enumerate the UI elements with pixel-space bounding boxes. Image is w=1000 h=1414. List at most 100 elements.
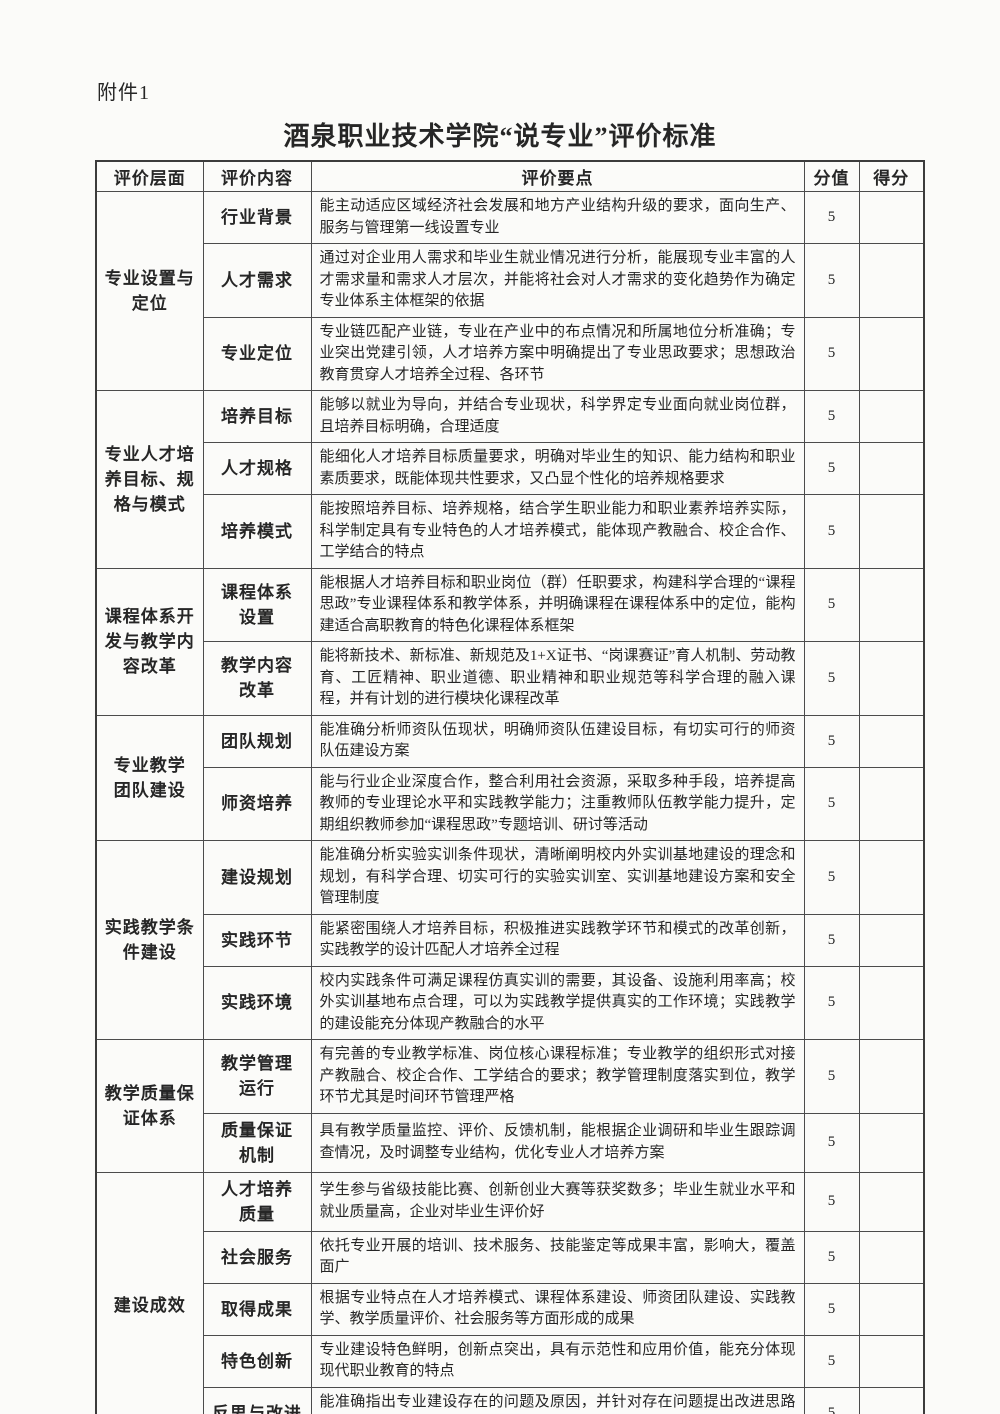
table-row: 培养模式 能按照培养目标、培养规格，结合学生职业能力和职业素养培养实际，科学制定… <box>96 494 925 569</box>
obtained-cell <box>858 1171 925 1232</box>
score-cell: 5 <box>803 965 860 1040</box>
obtained-cell <box>858 494 925 569</box>
points-cell: 能按照培养目标、培养规格，结合学生职业能力和职业素养培养实际，科学制定具有专业特… <box>310 494 805 569</box>
content-cell: 师资培养 <box>202 766 312 841</box>
attachment-label: 附件1 <box>97 82 150 104</box>
score-cell: 5 <box>803 641 860 716</box>
points-cell: 有完善的专业教学标准、岗位核心课程标准；专业教学的组织形式对接产教融合、校企合作… <box>310 1039 805 1114</box>
obtained-cell <box>858 1230 925 1284</box>
table-row: 特色创新 专业建设特色鲜明，创新点突出，具有示范性和应用价值，能充分体现现代职业… <box>96 1334 925 1388</box>
points-cell: 能细化人才培养目标质量要求，明确对毕业生的知识、能力结构和职业素质要求，既能体现… <box>310 442 805 495</box>
obtained-cell <box>858 766 925 841</box>
score-cell: 5 <box>803 390 860 443</box>
obtained-cell <box>858 840 925 915</box>
score-cell: 5 <box>803 442 860 495</box>
points-cell: 通过对企业用人需求和毕业生就业情况进行分析，能展现专业丰富的人才需求量和需求人才… <box>310 243 805 318</box>
content-cell: 行业背景 <box>202 191 312 244</box>
obtained-cell <box>858 316 925 391</box>
obtained-cell <box>858 390 925 443</box>
points-cell: 能与行业企业深度合作，整合利用社会资源，采取多种手段，培养提高教师的专业理论水平… <box>310 766 805 841</box>
points-cell: 能准确指出专业建设存在的问题及原因，并针对存在问题提出改进思路和改进举措 <box>310 1386 805 1414</box>
table-row: 教学质量保 证体系 教学管理 运行 有完善的专业教学标准、岗位核心课程标准；专业… <box>95 1039 925 1173</box>
obtained-cell <box>858 641 925 716</box>
points-cell: 依托专业开展的培训、技术服务、技能鉴定等成果丰富，影响大，覆盖面广 <box>310 1230 805 1284</box>
score-cell: 5 <box>803 567 860 642</box>
content-cell: 特色创新 <box>202 1334 312 1388</box>
score-cell: 5 <box>803 191 860 244</box>
level-cell: 教学质量保 证体系 <box>95 1039 204 1173</box>
obtained-cell <box>858 442 925 495</box>
evaluation-table: 评价层面 评价内容 评价要点 分值 得分 专业设置与 定位 行业背景 能主动适应… <box>95 160 925 1414</box>
obtained-cell <box>858 243 925 318</box>
score-cell: 5 <box>803 714 860 768</box>
content-cell: 实践环节 <box>202 913 312 967</box>
score-cell: 5 <box>803 494 860 569</box>
obtained-cell <box>858 567 925 642</box>
table-row: 实践环境 校内实践条件可满足课程仿真实训的需要，其设备、设施利用率高；校外实训基… <box>96 965 925 1040</box>
column-header-content: 评价内容 <box>202 160 312 192</box>
table-row: 课程体系开 发与教学内 容改革 课程体系 设置 能根据人才培养目标和职业岗位（群… <box>95 567 925 716</box>
obtained-cell <box>858 1334 925 1388</box>
table-row: 建设成效 人才培养 质量 学生参与省级技能比赛、创新创业大赛等获奖数多；毕业生就… <box>95 1171 925 1414</box>
level-cell: 建设成效 <box>95 1171 204 1414</box>
points-cell: 能准确分析实验实训条件现状，清晰阐明校内外实训基地建设的理念和规划，有科学合理、… <box>310 840 805 915</box>
content-cell: 团队规划 <box>202 714 312 768</box>
score-cell: 5 <box>803 766 860 841</box>
content-cell: 建设规划 <box>202 840 312 915</box>
score-cell: 5 <box>803 840 860 915</box>
column-header-score: 分值 <box>803 160 860 192</box>
level-cell: 专业教学 团队建设 <box>95 714 204 841</box>
level-cell: 专业人才培 养目标、规 格与模式 <box>95 390 204 569</box>
score-cell: 5 <box>803 1386 860 1414</box>
table-row: 实践教学条 件建设 建设规划 能准确分析实验实训条件现状，清晰阐明校内外实训基地… <box>95 840 925 1040</box>
table-row: 实践环节 能紧密围绕人才培养目标，积极推进实践教学环节和模式的改革创新，实践教学… <box>96 913 925 967</box>
table-row: 社会服务 依托专业开展的培训、技术服务、技能鉴定等成果丰富，影响大，覆盖面广 5 <box>96 1230 925 1284</box>
points-cell: 能主动适应区域经济社会发展和地方产业结构升级的要求，面向生产、服务与管理第一线设… <box>310 191 805 244</box>
points-cell: 具有教学质量监控、评价、反馈机制，能根据企业调研和毕业生跟踪调查情况，及时调整专… <box>310 1112 805 1173</box>
content-cell: 专业定位 <box>202 316 312 391</box>
content-cell: 教学管理 运行 <box>202 1039 312 1114</box>
obtained-cell <box>858 1386 925 1414</box>
points-cell: 学生参与省级技能比赛、创新创业大赛等获奖数多；毕业生就业水平和就业质量高，企业对… <box>310 1171 805 1232</box>
score-cell: 5 <box>803 1334 860 1388</box>
table-row: 人才需求 通过对企业用人需求和毕业生就业情况进行分析，能展现专业丰富的人才需求量… <box>96 243 925 318</box>
content-cell: 反思与改进 <box>202 1386 312 1414</box>
content-cell: 社会服务 <box>202 1230 312 1284</box>
score-cell: 5 <box>803 243 860 318</box>
score-cell: 5 <box>803 316 860 391</box>
level-cell: 课程体系开 发与教学内 容改革 <box>95 567 204 716</box>
page-title: 酒泉职业技术学院“说专业”评价标准 <box>283 122 717 151</box>
obtained-cell <box>858 1039 925 1114</box>
content-cell: 课程体系 设置 <box>202 567 312 642</box>
content-cell: 培养模式 <box>202 494 312 569</box>
content-cell: 人才培养 质量 <box>202 1171 312 1232</box>
table-row: 专业定位 专业链匹配产业链，专业在产业中的布点情况和所属地位分析准确；专业突出党… <box>96 316 925 391</box>
table-row: 反思与改进 能准确指出专业建设存在的问题及原因，并针对存在问题提出改进思路和改进… <box>96 1386 925 1414</box>
content-cell: 培养目标 <box>202 390 312 443</box>
header-row: 评价层面 评价内容 评价要点 分值 得分 <box>95 160 925 192</box>
table-row: 人才规格 能细化人才培养目标质量要求，明确对毕业生的知识、能力结构和职业素质要求… <box>96 442 925 495</box>
obtained-cell <box>858 1112 925 1173</box>
table-row: 质量保证 机制 具有教学质量监控、评价、反馈机制，能根据企业调研和毕业生跟踪调查… <box>96 1112 925 1173</box>
points-cell: 能根据人才培养目标和职业岗位（群）任职要求，构建科学合理的“课程思政”专业课程体… <box>310 567 805 642</box>
content-cell: 取得成果 <box>202 1282 312 1336</box>
content-cell: 人才需求 <box>202 243 312 318</box>
table-row: 专业人才培 养目标、规 格与模式 培养目标 能够以就业为导向，并结合专业现状，科… <box>95 390 925 569</box>
column-header-level: 评价层面 <box>95 160 204 192</box>
obtained-cell <box>858 913 925 967</box>
points-cell: 校内实践条件可满足课程仿真实训的需要，其设备、设施利用率高；校外实训基地布点合理… <box>310 965 805 1040</box>
table-row: 教学内容 改革 能将新技术、新标准、新规范及1+X证书、“岗课赛证”育人机制、劳… <box>96 641 925 716</box>
table-row: 取得成果 根据专业特点在人才培养模式、课程体系建设、师资团队建设、实践教学、教学… <box>96 1282 925 1336</box>
level-cell: 专业设置与 定位 <box>95 191 204 391</box>
points-cell: 能够以就业为导向，并结合专业现状，科学界定专业面向就业岗位群，且培养目标明确，合… <box>310 390 805 443</box>
score-cell: 5 <box>803 1112 860 1173</box>
content-cell: 实践环境 <box>202 965 312 1040</box>
obtained-cell <box>858 714 925 768</box>
points-cell: 专业建设特色鲜明，创新点突出，具有示范性和应用价值，能充分体现现代职业教育的特点 <box>310 1334 805 1388</box>
score-cell: 5 <box>803 1282 860 1336</box>
points-cell: 根据专业特点在人才培养模式、课程体系建设、师资团队建设、实践教学、教学质量评价、… <box>310 1282 805 1336</box>
column-header-points: 评价要点 <box>310 160 805 192</box>
points-cell: 能准确分析师资队伍现状，明确师资队伍建设目标，有切实可行的师资队伍建设方案 <box>310 714 805 768</box>
table-row: 师资培养 能与行业企业深度合作，整合利用社会资源，采取多种手段，培养提高教师的专… <box>96 766 925 841</box>
